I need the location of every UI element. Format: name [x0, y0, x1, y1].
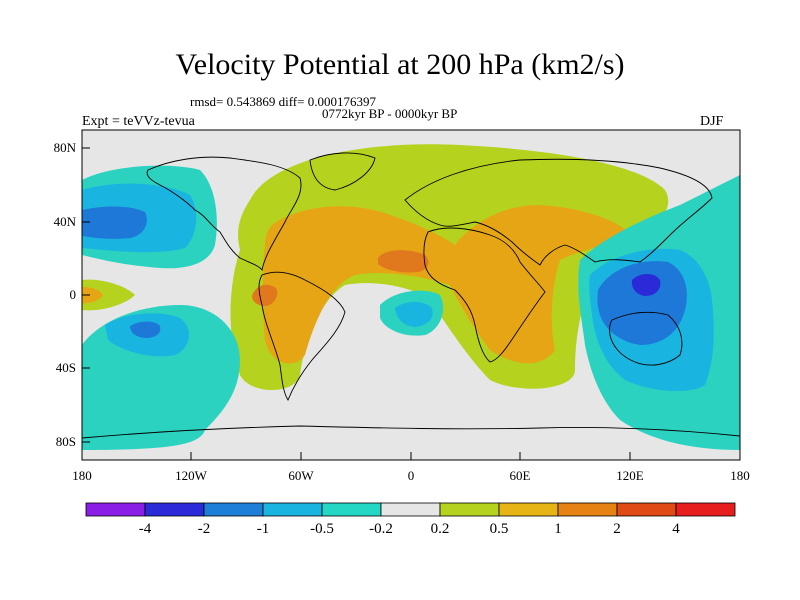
colorbar-label: -0.5 — [310, 521, 334, 537]
field-negative-strong-region — [82, 206, 147, 239]
experiment-label: Expt = teVVz-tevua — [82, 114, 195, 129]
colorbar-label: 0.2 — [430, 521, 450, 537]
x-tick-label: 0 — [407, 468, 415, 483]
colorbar-swatch — [675, 502, 736, 517]
x-tick-label: 180 — [72, 468, 92, 483]
x-tick-label: 180 — [730, 468, 750, 483]
colorbar-label: -4 — [138, 521, 152, 537]
y-tick-label: 40N — [53, 214, 76, 229]
field-negative-strong-region — [130, 321, 161, 338]
colorbar — [85, 502, 736, 517]
season-label: DJF — [700, 114, 724, 129]
coastline-north-america — [146, 156, 302, 272]
x-tick-label: 60W — [288, 468, 314, 483]
y-tick-label: 80N — [53, 140, 76, 155]
coastline-europe-asia — [404, 158, 713, 266]
x-tick-label: 60E — [509, 468, 531, 483]
colorbar-swatch — [203, 502, 264, 517]
x-tick-label: 120E — [616, 468, 644, 483]
colorbar-swatch — [262, 502, 323, 517]
coastline-africa — [423, 227, 546, 363]
stats-line: rmsd= 0.543869 diff= 0.000176397 — [190, 94, 376, 109]
field-positive-strong-region — [378, 250, 429, 273]
y-tick-label: 0 — [69, 287, 77, 302]
x-tick-label: 120W — [175, 468, 207, 483]
colorbar-label: -2 — [197, 521, 211, 537]
velocity-potential-field — [82, 130, 740, 460]
period-line: 0772kyr BP - 0000kyr BP — [322, 106, 458, 121]
field-negative-strong-region — [597, 261, 687, 345]
field-positive-weak-region — [82, 279, 135, 311]
y-tick-label: 80S — [55, 434, 76, 449]
field-negative-mid-region — [395, 302, 433, 327]
colorbar-label: -1 — [256, 521, 270, 537]
field-positive-strong-region — [252, 284, 278, 306]
colorbar-swatch — [498, 502, 559, 517]
colorbar-swatch — [557, 502, 618, 517]
colorbar-swatch — [321, 502, 382, 517]
colorbar-swatch — [380, 502, 441, 517]
colorbar-label: 2 — [613, 521, 621, 537]
field-negative-core-region — [631, 274, 661, 296]
axis-ticks — [81, 147, 741, 460]
coastline-antarctica — [82, 425, 740, 439]
colorbar-swatch — [144, 502, 205, 517]
colorbar-swatch — [85, 502, 146, 517]
coastlines — [82, 152, 740, 439]
colorbar-swatch — [439, 502, 500, 517]
coastline-south-america — [258, 271, 346, 401]
colorbar-swatch — [616, 502, 677, 517]
map-title: Velocity Potential at 200 hPa (km2/s) — [175, 48, 625, 81]
colorbar-label: -0.2 — [369, 521, 393, 537]
colorbar-label: 4 — [672, 521, 680, 537]
colorbar-label: 0.5 — [489, 521, 509, 537]
y-tick-label: 40S — [55, 360, 76, 375]
field-positive-mid-region — [262, 205, 630, 364]
coastline-greenland — [309, 152, 376, 191]
field-positive-mid-region — [82, 287, 103, 304]
colorbar-label: 1 — [554, 521, 562, 537]
coastline-australia — [609, 311, 683, 366]
